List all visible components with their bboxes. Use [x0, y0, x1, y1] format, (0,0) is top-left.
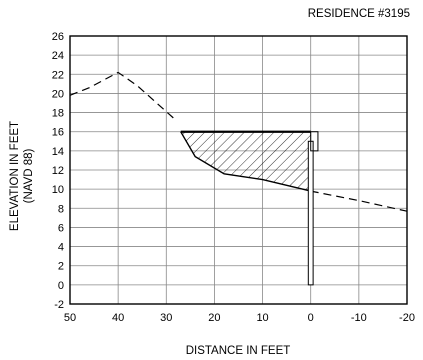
y-tick-label: 24 [52, 50, 64, 62]
y-tick-label: 16 [52, 127, 64, 139]
structure-layer [180, 130, 319, 286]
x-tick-label: 50 [64, 312, 76, 324]
x-tick-label: 30 [160, 312, 172, 324]
x-tick-label: 10 [256, 312, 268, 324]
y-tick-label: 12 [52, 165, 64, 177]
plot-area-frame [69, 35, 408, 305]
x-tick-labels: 50 40 30 20 10 0 -10 -20 [64, 312, 415, 324]
fill-region-layer [180, 131, 311, 192]
y-tick-label: -2 [54, 299, 64, 311]
y-tick-label: 20 [52, 88, 64, 100]
pile-cap [310, 131, 319, 152]
chart-title: RESIDENCE #3195 [308, 8, 410, 20]
y-tick-label: 0 [58, 280, 64, 292]
x-tick-label: 0 [308, 312, 314, 324]
y-tick-label: 18 [52, 108, 64, 120]
y-tick-label: 14 [52, 146, 64, 158]
y-tick-label: 22 [52, 69, 64, 81]
y-tick-label: 4 [58, 242, 64, 254]
y-tick-label: 8 [58, 203, 64, 215]
x-axis-label: DISTANCE IN FEET [186, 345, 291, 357]
ground-profile-dashed-left [69, 71, 177, 121]
ground-profile-dashed-right [310, 190, 408, 212]
x-tick-label: -20 [399, 312, 415, 324]
x-tick-label: -10 [351, 312, 367, 324]
y-tick-label: 6 [58, 222, 64, 234]
x-tick-label: 20 [208, 312, 220, 324]
pile-member [307, 140, 314, 286]
y-axis-label: ELEVATION IN FEET [9, 121, 21, 231]
y-tick-label: 26 [52, 31, 64, 43]
ground-profile-layer [69, 71, 408, 212]
ground-profile-solid [180, 131, 311, 192]
y-tick-label: 10 [52, 184, 64, 196]
hatched-fill-region [180, 131, 311, 192]
y-tick-label: 2 [58, 261, 64, 273]
y-axis-label-datum: (NAVD 88) [23, 148, 35, 203]
x-tick-label: 40 [112, 312, 124, 324]
